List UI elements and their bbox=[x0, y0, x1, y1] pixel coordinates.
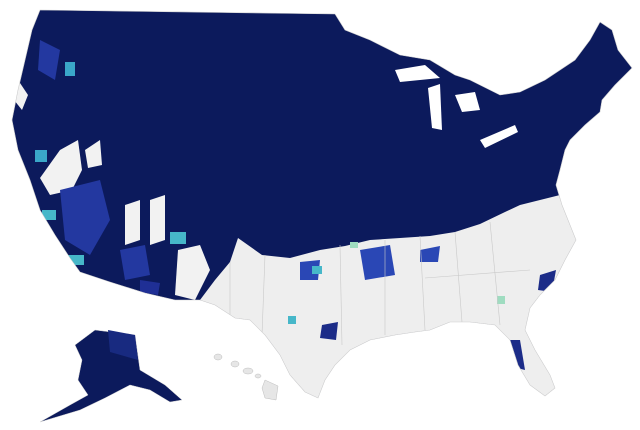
state-borders bbox=[229, 221, 531, 346]
region-light bbox=[40, 140, 82, 195]
region-light bbox=[85, 140, 102, 168]
lake bbox=[480, 125, 518, 148]
region-light bbox=[175, 245, 210, 300]
lake bbox=[395, 65, 440, 82]
region-mid bbox=[140, 280, 160, 295]
region-mid bbox=[60, 180, 110, 255]
region-teal bbox=[35, 150, 47, 162]
alaska-region bbox=[108, 330, 138, 360]
region-mid bbox=[120, 245, 150, 280]
region-mid bbox=[300, 260, 320, 280]
region-mid bbox=[320, 322, 338, 340]
region-teal bbox=[170, 232, 186, 244]
alaska bbox=[39, 329, 183, 423]
lake bbox=[428, 84, 442, 130]
country-outline bbox=[11, 9, 633, 399]
lake bbox=[455, 92, 480, 112]
region-teal bbox=[68, 255, 84, 265]
region-teal bbox=[65, 62, 75, 76]
region-teal bbox=[312, 266, 322, 274]
region-light bbox=[125, 200, 140, 245]
hawaii bbox=[213, 353, 279, 401]
region-teal bbox=[350, 242, 358, 248]
region-light bbox=[150, 195, 165, 245]
region-teal bbox=[288, 316, 296, 324]
region-mid bbox=[38, 40, 60, 80]
region-teal bbox=[42, 210, 56, 220]
region-teal bbox=[497, 296, 505, 304]
region-mid bbox=[360, 245, 395, 280]
region-mid bbox=[420, 246, 440, 262]
